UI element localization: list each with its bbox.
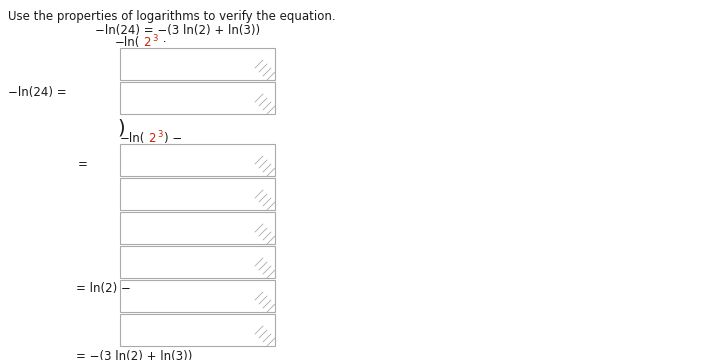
FancyBboxPatch shape [120,314,275,346]
Text: 3: 3 [157,130,163,139]
Text: = ln(2) −: = ln(2) − [76,282,131,295]
Text: = −(3 ln(2) + ln(3)): = −(3 ln(2) + ln(3)) [76,350,192,360]
FancyBboxPatch shape [120,246,275,278]
Text: −ln(24) =: −ln(24) = [8,86,67,99]
Text: −ln(: −ln( [120,132,145,145]
Text: Use the properties of logarithms to verify the equation.: Use the properties of logarithms to veri… [8,10,335,23]
FancyBboxPatch shape [120,144,275,176]
FancyBboxPatch shape [120,178,275,210]
FancyBboxPatch shape [120,48,275,80]
Text: =: = [78,158,88,171]
FancyBboxPatch shape [120,82,275,114]
Text: −ln(24) = −(3 ln(2) + ln(3)): −ln(24) = −(3 ln(2) + ln(3)) [95,24,260,37]
Text: −ln(: −ln( [115,36,140,49]
Text: 2: 2 [143,36,150,49]
FancyBboxPatch shape [120,212,275,244]
Text: 2: 2 [148,132,155,145]
Text: 3: 3 [152,34,158,43]
Text: ) −: ) − [164,132,182,145]
FancyBboxPatch shape [120,280,275,312]
Text: ·: · [159,36,166,49]
Text: ): ) [117,118,124,137]
